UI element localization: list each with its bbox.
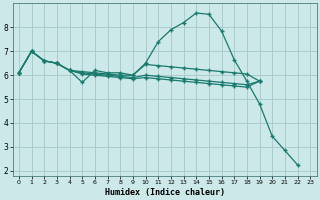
X-axis label: Humidex (Indice chaleur): Humidex (Indice chaleur) xyxy=(105,188,225,197)
